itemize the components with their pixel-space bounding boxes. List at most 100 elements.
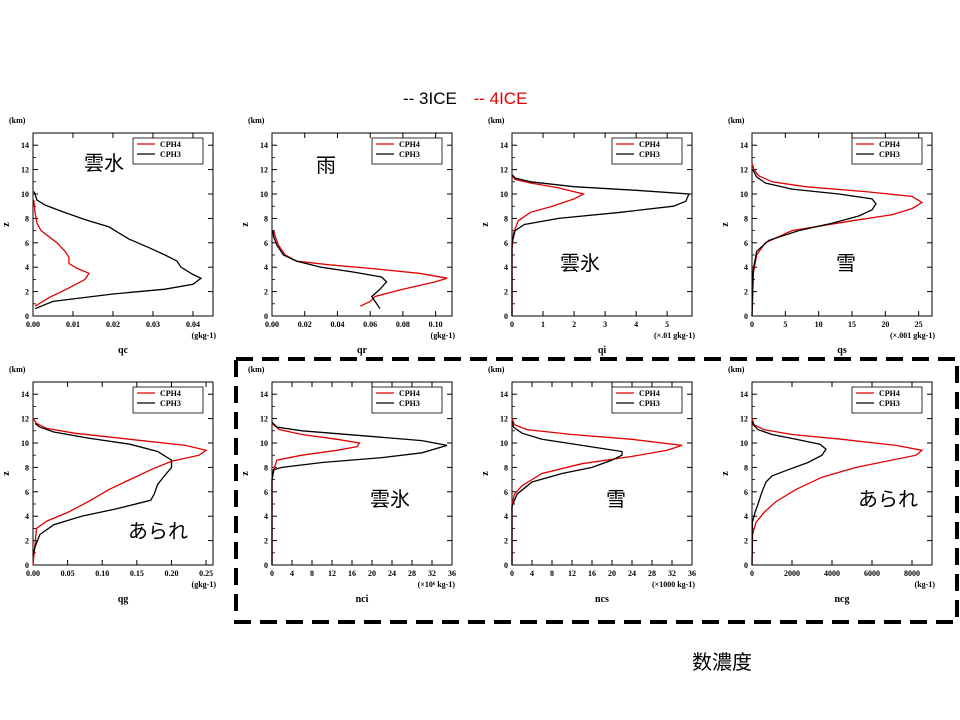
y-tick-label: 8 xyxy=(25,214,29,223)
legend-label-cph4: CPH4 xyxy=(160,140,181,149)
y-tick-label: 8 xyxy=(744,463,748,472)
x-tick-label: 0.03 xyxy=(146,320,160,329)
y-axis-label: z xyxy=(480,471,491,476)
x-tick-label: 16 xyxy=(588,569,596,578)
series-line-cph3 xyxy=(271,421,448,565)
y-tick-label: 6 xyxy=(25,239,29,248)
legend-box xyxy=(611,386,683,414)
series-line-cph3 xyxy=(511,174,690,316)
y-axis-label: z xyxy=(480,222,491,227)
y-tick-label: 4 xyxy=(504,263,508,272)
x-unit-label: (gkg-1) xyxy=(192,331,217,340)
x-unit-label: (×1000 kg-1) xyxy=(652,580,695,589)
y-tick-label: 0 xyxy=(744,312,748,321)
plot-frame xyxy=(751,132,933,317)
x-tick-label: 24 xyxy=(628,569,636,578)
x-tick-label: 0.10 xyxy=(95,569,109,578)
x-axis-label: qs xyxy=(837,345,847,356)
legend-label-cph4: CPH4 xyxy=(160,389,181,398)
y-axis-label: z xyxy=(240,471,251,476)
series-line-cph3 xyxy=(272,230,388,310)
x-tick-label: 36 xyxy=(688,569,696,578)
legend-label-cph3: CPH3 xyxy=(879,399,900,408)
x-tick-label: 5 xyxy=(783,320,787,329)
number-concentration-caption: 数濃度 xyxy=(692,650,752,674)
y-tick-label: 14 xyxy=(260,141,268,150)
panel-ncg: 0 2 4 6 8 10 12 14 0 2000 4000 6000 8000 (km) z (kg-1) n… xyxy=(720,365,935,605)
x-tick-label: 25 xyxy=(915,320,923,329)
y-tick-label: 6 xyxy=(504,488,508,497)
x-tick-label: 0.10 xyxy=(429,320,443,329)
x-tick-label: 2 xyxy=(572,320,576,329)
x-axis-label: nci xyxy=(356,594,369,605)
y-tick-label: 10 xyxy=(500,439,508,448)
y-tick-label: 2 xyxy=(25,288,29,297)
x-unit-label: (kg-1) xyxy=(915,580,936,589)
x-axis-label: qg xyxy=(118,594,129,605)
y-tick-label: 2 xyxy=(264,288,268,297)
x-axis-label: qr xyxy=(357,345,368,356)
y-tick-label: 4 xyxy=(744,263,748,272)
panel-title: 雨 xyxy=(316,153,336,177)
x-tick-label: 0.04 xyxy=(330,320,344,329)
plot-frame xyxy=(271,132,453,317)
x-tick-label: 3 xyxy=(603,320,607,329)
x-tick-label: 20 xyxy=(368,569,376,578)
y-tick-label: 12 xyxy=(500,415,508,424)
y-tick-label: 4 xyxy=(25,263,29,272)
y-axis-label: z xyxy=(1,222,12,227)
x-tick-label: 0 xyxy=(750,320,754,329)
x-tick-label: 0.00 xyxy=(26,569,40,578)
y-tick-label: 0 xyxy=(504,561,508,570)
y-tick-label: 10 xyxy=(21,190,29,199)
y-tick-label: 12 xyxy=(260,415,268,424)
x-unit-label: (×.01 gkg-1) xyxy=(654,331,695,340)
y-unit-label: (km) xyxy=(488,365,505,374)
y-tick-label: 6 xyxy=(264,239,268,248)
y-tick-label: 4 xyxy=(264,512,268,521)
plot-frame xyxy=(32,381,214,566)
legend-label-cph3: CPH3 xyxy=(160,399,181,408)
y-unit-label: (km) xyxy=(488,116,505,125)
y-tick-label: 8 xyxy=(264,463,268,472)
y-tick-label: 10 xyxy=(21,439,29,448)
x-tick-label: 12 xyxy=(328,569,336,578)
y-unit-label: (km) xyxy=(248,116,265,125)
y-tick-label: 8 xyxy=(504,463,508,472)
y-tick-label: 14 xyxy=(740,390,748,399)
legend-label-cph4: CPH4 xyxy=(399,389,420,398)
x-tick-label: 24 xyxy=(388,569,396,578)
legend-box xyxy=(611,137,683,165)
x-tick-label: 32 xyxy=(668,569,676,578)
y-unit-label: (km) xyxy=(728,365,745,374)
y-tick-label: 12 xyxy=(260,166,268,175)
x-tick-label: 0 xyxy=(750,569,754,578)
legend-box xyxy=(132,137,204,165)
legend-label-cph3: CPH3 xyxy=(639,399,660,408)
series-line-cph3 xyxy=(33,191,203,310)
plot-frame xyxy=(32,132,214,317)
x-tick-label: 12 xyxy=(568,569,576,578)
x-tick-label: 20 xyxy=(881,320,889,329)
x-axis-label: qi xyxy=(598,345,607,356)
x-tick-label: 4 xyxy=(530,569,534,578)
y-axis-label: z xyxy=(720,471,731,476)
y-tick-label: 10 xyxy=(260,439,268,448)
panel-title: 雲氷 xyxy=(370,487,410,511)
y-tick-label: 10 xyxy=(740,190,748,199)
legend-label-cph4: CPH4 xyxy=(399,140,420,149)
y-tick-label: 12 xyxy=(740,415,748,424)
x-tick-label: 1 xyxy=(541,320,545,329)
series-line-cph4 xyxy=(751,163,924,317)
x-tick-label: 0.20 xyxy=(164,569,178,578)
x-tick-label: 0.15 xyxy=(130,569,144,578)
x-tick-label: 0.00 xyxy=(265,320,279,329)
x-tick-label: 6000 xyxy=(864,569,880,578)
y-tick-label: 14 xyxy=(500,141,508,150)
y-tick-label: 6 xyxy=(744,488,748,497)
panel-qs: 0 2 4 6 8 10 12 14 0 5 10 15 20 25 (km) z (×.001 gkg-1) q… xyxy=(720,116,935,356)
y-tick-label: 4 xyxy=(744,512,748,521)
